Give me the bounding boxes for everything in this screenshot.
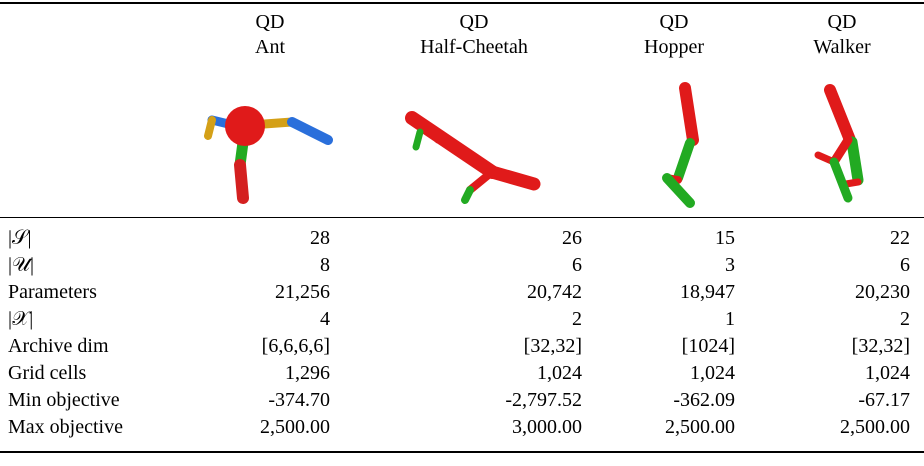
table-cell: 20,230 bbox=[855, 280, 910, 304]
table-cell: 1,024 bbox=[690, 361, 735, 385]
table-cell: 6 bbox=[572, 253, 582, 277]
table-cell: 4 bbox=[320, 307, 330, 331]
column-header: QD bbox=[828, 10, 857, 34]
row-label: |𝒳| bbox=[8, 307, 33, 331]
column-header: Half-Cheetah bbox=[420, 35, 528, 59]
table-cell: 28 bbox=[310, 226, 330, 250]
row-label: Archive dim bbox=[8, 334, 109, 358]
table-cell: [6,6,6,6] bbox=[262, 334, 330, 358]
row-label: Parameters bbox=[8, 280, 97, 304]
table-cell: 8 bbox=[320, 253, 330, 277]
table-cell: 26 bbox=[562, 226, 582, 250]
table-cell: 6 bbox=[900, 253, 910, 277]
table-cell: [32,32] bbox=[852, 334, 910, 358]
table-cell: 1,296 bbox=[285, 361, 330, 385]
ant-image bbox=[208, 106, 328, 198]
table-cell: -2,797.52 bbox=[505, 388, 582, 412]
row-label: |𝒮| bbox=[8, 226, 32, 250]
table-cell: 2 bbox=[572, 307, 582, 331]
column-header: Ant bbox=[255, 35, 285, 59]
table-cell: -374.70 bbox=[268, 388, 330, 412]
column-header: QD bbox=[256, 10, 285, 34]
bottom-rule bbox=[0, 451, 924, 453]
table-cell: 1,024 bbox=[537, 361, 582, 385]
table-cell: 2 bbox=[900, 307, 910, 331]
column-header: QD bbox=[460, 10, 489, 34]
row-label: Grid cells bbox=[8, 361, 86, 385]
table-cell: 22 bbox=[890, 226, 910, 250]
table-cell: [1024] bbox=[682, 334, 735, 358]
column-header: QD bbox=[660, 10, 689, 34]
row-label: Min objective bbox=[8, 388, 120, 412]
table-cell: -362.09 bbox=[673, 388, 735, 412]
row-label: Max objective bbox=[8, 415, 123, 439]
table-cell: [32,32] bbox=[524, 334, 582, 358]
table-cell: 1,024 bbox=[865, 361, 910, 385]
table-cell: -67.17 bbox=[858, 388, 910, 412]
table-cell: 20,742 bbox=[527, 280, 582, 304]
table-cell: 2,500.00 bbox=[665, 415, 735, 439]
table-cell: 2,500.00 bbox=[260, 415, 330, 439]
column-header: Hopper bbox=[644, 35, 704, 59]
table-cell: 2,500.00 bbox=[840, 415, 910, 439]
hopper-image bbox=[667, 88, 693, 203]
walker-image bbox=[818, 90, 858, 198]
row-label: |𝒰| bbox=[8, 253, 34, 277]
half-cheetah-image bbox=[412, 118, 534, 200]
table-cell: 3 bbox=[725, 253, 735, 277]
table-cell: 1 bbox=[725, 307, 735, 331]
table-cell: 21,256 bbox=[275, 280, 330, 304]
table: QDAntQDHalf-CheetahQDHopperQDWalker|𝒮|28… bbox=[0, 0, 924, 466]
column-header: Walker bbox=[813, 35, 870, 59]
table-cell: 15 bbox=[715, 226, 735, 250]
table-cell: 3,000.00 bbox=[512, 415, 582, 439]
table-cell: 18,947 bbox=[680, 280, 735, 304]
